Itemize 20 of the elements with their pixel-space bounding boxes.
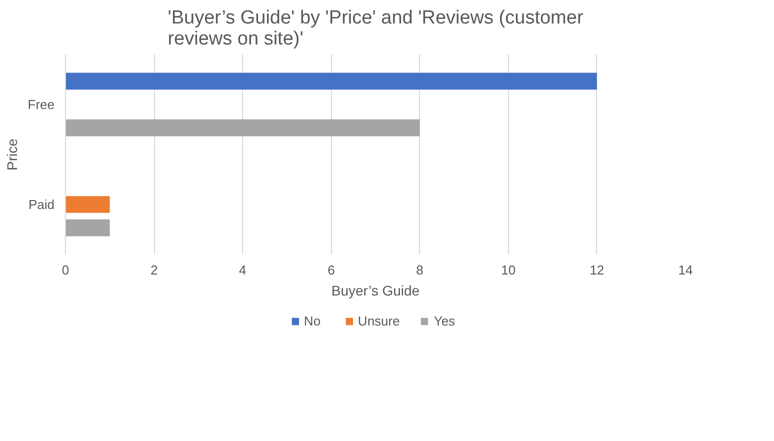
- y-axis-title: Price: [4, 138, 20, 170]
- x-tick-label: 0: [62, 262, 70, 278]
- y-tick-label: Free: [28, 97, 55, 112]
- chart-title: 'Buyer’s Guide' by 'Price' and 'Reviews (customer reviews on site)': [168, 8, 584, 50]
- x-axis-title: Buyer’s Guide: [331, 282, 420, 298]
- x-tick-label: 2: [150, 262, 158, 278]
- x-tick-label: 8: [416, 262, 424, 278]
- legend-label: No: [304, 314, 322, 328]
- bar: [66, 119, 420, 136]
- bar: [66, 219, 110, 236]
- bar: [66, 196, 110, 213]
- x-tick-label: 10: [501, 262, 516, 278]
- x-tick-label: 14: [678, 262, 693, 278]
- legend-label: Yes: [434, 314, 456, 328]
- x-tick-label: 12: [590, 262, 604, 278]
- x-tick-label: 4: [239, 262, 246, 278]
- y-tick-label: Paid: [28, 197, 55, 212]
- bar: [66, 72, 597, 90]
- x-tick-label: 6: [328, 262, 335, 278]
- legend-label: Unsure: [358, 314, 400, 328]
